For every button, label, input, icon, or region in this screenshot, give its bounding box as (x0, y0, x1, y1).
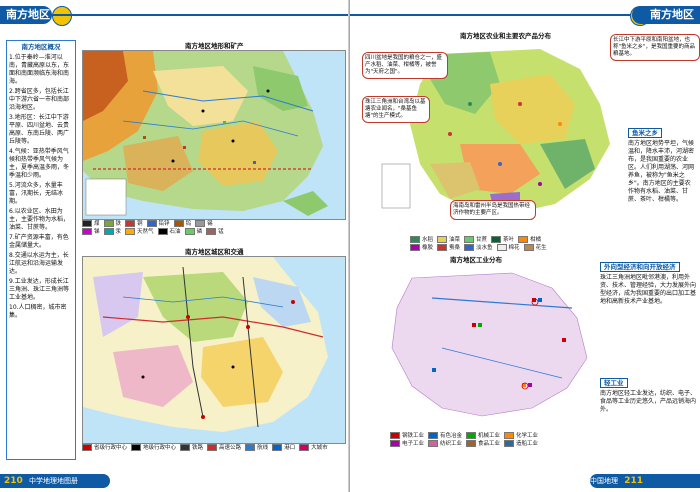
right-page-title: 南方地区 (650, 8, 694, 21)
legend-item: 有色冶金 (428, 432, 462, 440)
legend-item: 油菜 (437, 236, 460, 244)
left-page-title: 南方地区 (6, 8, 50, 21)
callout-yangtze: 长江中下游平原和南阳盆地，也称"鱼米之乡"，是我国重要的商品粮基地。 (610, 34, 700, 61)
legend-item: 棉花 (496, 244, 520, 252)
legend-item: 食品工业 (466, 440, 500, 448)
legend-item: 橡胶 (410, 244, 433, 252)
legend-item: 纺织工业 (428, 440, 462, 448)
sidebox-heading: 外向型经济和向开放经济 (600, 262, 680, 272)
text-column-heading: 南方地区概况 (21, 43, 61, 51)
left-header-band: 南方地区 (0, 6, 52, 24)
paragraph: 9.工业发达，形成长江三角洲、珠江三角洲等工业基地。 (9, 278, 70, 301)
legend-item: 石油 (157, 228, 181, 236)
sidebox-fish-rice: 鱼米之乡 南方地区地势平坦，气候温和，降水丰沛，河湖密布，是我国重要的农业区。人… (628, 128, 696, 204)
right-page: 南方地区 南方地区农业和主要农产品分布 四川盆地是我国的粮仓之一，盛产水稻、油菜… (350, 0, 700, 492)
legend-item: 大城市 (299, 444, 328, 452)
legend-item: 铁路 (180, 444, 203, 452)
map-title-terrain: 南方地区地形和矿产 (185, 42, 244, 50)
sidebox-text: 珠江三角洲地区毗邻港澳，利用外资、技术、管理经验，大力发展外向型经济，成为我国重… (600, 274, 697, 305)
legend-item: 花生 (523, 244, 547, 252)
industry-map-graphic (372, 268, 598, 428)
legend-item: 天然气 (125, 228, 154, 236)
paragraph: 10.人口稠密，城市密集。 (9, 304, 67, 319)
paragraph: 5.河流众多，水量丰富，汛期长，无结冰期。 (9, 182, 64, 205)
legend-item: 茶叶 (491, 236, 514, 244)
sidebox-text: 南方地区轻工业发达，纺织、电子、食品等工业历史悠久，产品远销海内外。 (600, 390, 697, 413)
map-title-industry: 南方地区工业分布 (450, 256, 502, 264)
legend-item: 煤 (82, 220, 100, 228)
legend-item: 高速公路 (207, 444, 241, 452)
page-number: 210 (4, 476, 23, 486)
legend-item: 淡水鱼 (464, 244, 493, 252)
paragraph: 3.地形区：长江中下游平原、四川盆地、云贵高原、东南丘陵、两广丘陵等。 (9, 114, 70, 145)
legend-item: 造船工业 (504, 440, 538, 448)
legend-item: 锑 (82, 228, 100, 236)
left-header-line (50, 14, 350, 16)
agriculture-map-legend: 水稻 油菜 甘蔗 茶叶 柑橘 橡胶 蚕桑 淡水鱼 棉花 花生 (410, 236, 610, 252)
footer-text: 中学地理地图册 (29, 477, 79, 485)
paragraph: 4.气候：亚热带季风气候和热带季风气候为主，夏季高温多雨，冬季温和少雨。 (9, 148, 70, 179)
terrain-map-graphic (83, 51, 345, 219)
legend-item: 机械工业 (466, 432, 500, 440)
paragraph: 8.交通以水运为主，长江航运和沿海运输发达。 (9, 252, 69, 275)
paragraph: 1.位于秦岭—淮河以南，青藏高原以东，东面和南面濒临东海和南海。 (9, 54, 70, 85)
legend-item: 磷 (184, 228, 202, 236)
left-footer: 210 中学地理地图册 (0, 474, 110, 488)
left-text-column: 南方地区概况 1.位于秦岭—淮河以南，青藏高原以东，东面和南面濒临东海和南海。 … (6, 40, 76, 460)
legend-item: 甘蔗 (464, 236, 487, 244)
terrain-minerals-map (82, 50, 346, 220)
right-footer: 中国地理 211 (590, 474, 700, 488)
legend-item: 电子工业 (390, 440, 424, 448)
legend-item: 化学工业 (504, 432, 538, 440)
legend-item: 锡 (195, 220, 213, 228)
sidebox-light-industry: 轻工业 南方地区轻工业发达，纺织、电子、食品等工业历史悠久，产品远销海内外。 (600, 378, 696, 414)
legend-item: 铁 (103, 220, 121, 228)
legend-item: 柑橘 (518, 236, 541, 244)
page-number: 211 (624, 476, 644, 486)
left-page: 南方地区 南方地区概况 1.位于秦岭—淮河以南，青藏高原以东，东面和南面濒临东海… (0, 6, 350, 488)
legend-item: 航线 (245, 444, 268, 452)
terrain-map-legend: 煤 铁 铜 铅锌 钨 锡 锑 汞 天然气 石油 磷 锰 (82, 220, 344, 236)
legend-item: 钢铁工业 (390, 432, 424, 440)
legend-item: 铅锌 (146, 220, 170, 228)
paragraph: 6.以农业区、水田为主，主要作物为水稻，油菜、甘蔗等。 (9, 208, 70, 231)
legend-item: 锰 (206, 228, 224, 236)
paragraph: 2.跨省区多，包括长江中下游六省一市和南部沿海地区。 (9, 88, 70, 111)
legend-item: 水稻 (410, 236, 433, 244)
legend-item: 钨 (173, 220, 191, 228)
legend-item: 省级行政中心 (82, 444, 127, 452)
industry-map (372, 268, 598, 428)
callout-pearl-delta: 珠江三角洲和台湾岛以基塘农业闻名，"桑基鱼塘"的生产模式。 (362, 96, 430, 123)
legend-item: 蚕桑 (437, 244, 460, 252)
legend-item: 汞 (103, 228, 121, 236)
sidebox-open-economy: 外向型经济和向开放经济 珠江三角洲地区毗邻港澳，利用外资、技术、管理经验，大力发… (600, 262, 696, 306)
callout-sichuan: 四川盆地是我国的粮仓之一，盛产水稻、油菜、柑橘等，被誉为"天府之国"。 (362, 52, 448, 79)
legend-item: 铜 (125, 220, 143, 228)
sidebox-text: 南方地区地势平坦，气候温和，降水丰沛，河湖密布，是我国重要的农业区。人们利用湖荡… (628, 140, 695, 203)
transport-map-graphic (83, 257, 345, 443)
map-title-transport: 南方地区城区和交通 (185, 248, 244, 256)
callout-hainan: 海南岛和雷州半岛是我国热带经济作物的主要产区。 (450, 200, 536, 220)
sidebox-heading: 轻工业 (600, 378, 628, 388)
transport-map-legend: 省级行政中心 地级行政中心 铁路 高速公路 航线 港口 大城市 (82, 444, 344, 452)
map-title-agriculture: 南方地区农业和主要农产品分布 (460, 32, 551, 40)
cities-transport-map (82, 256, 346, 444)
sidebox-heading: 鱼米之乡 (628, 128, 662, 138)
right-header-band: 南方地区 (632, 6, 700, 24)
legend-item: 港口 (272, 444, 295, 452)
legend-item: 地级行政中心 (131, 444, 176, 452)
left-logo-icon (52, 6, 72, 26)
footer-text: 中国地理 (590, 477, 618, 485)
right-header-line (350, 14, 634, 16)
paragraph: 7.矿产资源丰富，有色金属储量大。 (9, 234, 69, 249)
industry-map-legend: 钢铁工业 有色冶金 机械工业 化学工业 电子工业 纺织工业 食品工业 造船工业 (390, 432, 580, 448)
